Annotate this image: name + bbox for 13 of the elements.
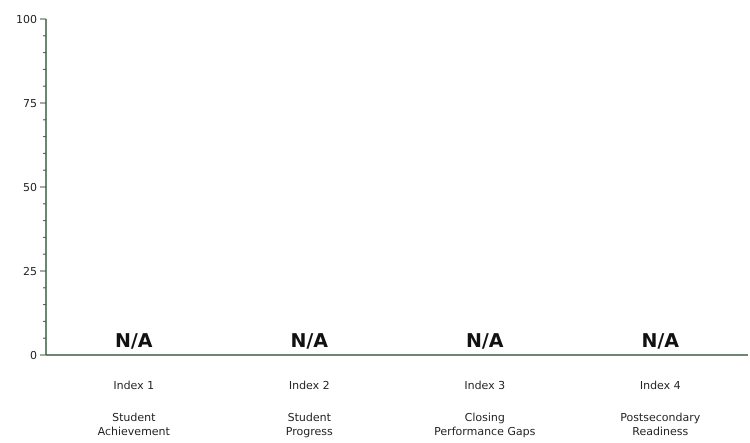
category-label: Index 1 Student Achievement: [98, 379, 170, 438]
text: N/A: [466, 330, 504, 352]
category-label: Index 4 Postsecondary Readiness: [620, 379, 700, 438]
category-label: Index 2 Student Progress: [286, 379, 333, 438]
category-label: Index 3 Closing Performance Gaps: [434, 379, 536, 438]
text: N/A: [641, 330, 680, 352]
y-tick-label: 25: [23, 264, 37, 278]
y-tick-label: 100: [16, 12, 37, 26]
y-tick-label: 0: [30, 348, 37, 362]
text: N/A: [290, 330, 328, 352]
y-tick-label: 75: [23, 96, 37, 110]
text: N/A: [114, 330, 153, 352]
y-tick-label: 50: [23, 180, 37, 194]
